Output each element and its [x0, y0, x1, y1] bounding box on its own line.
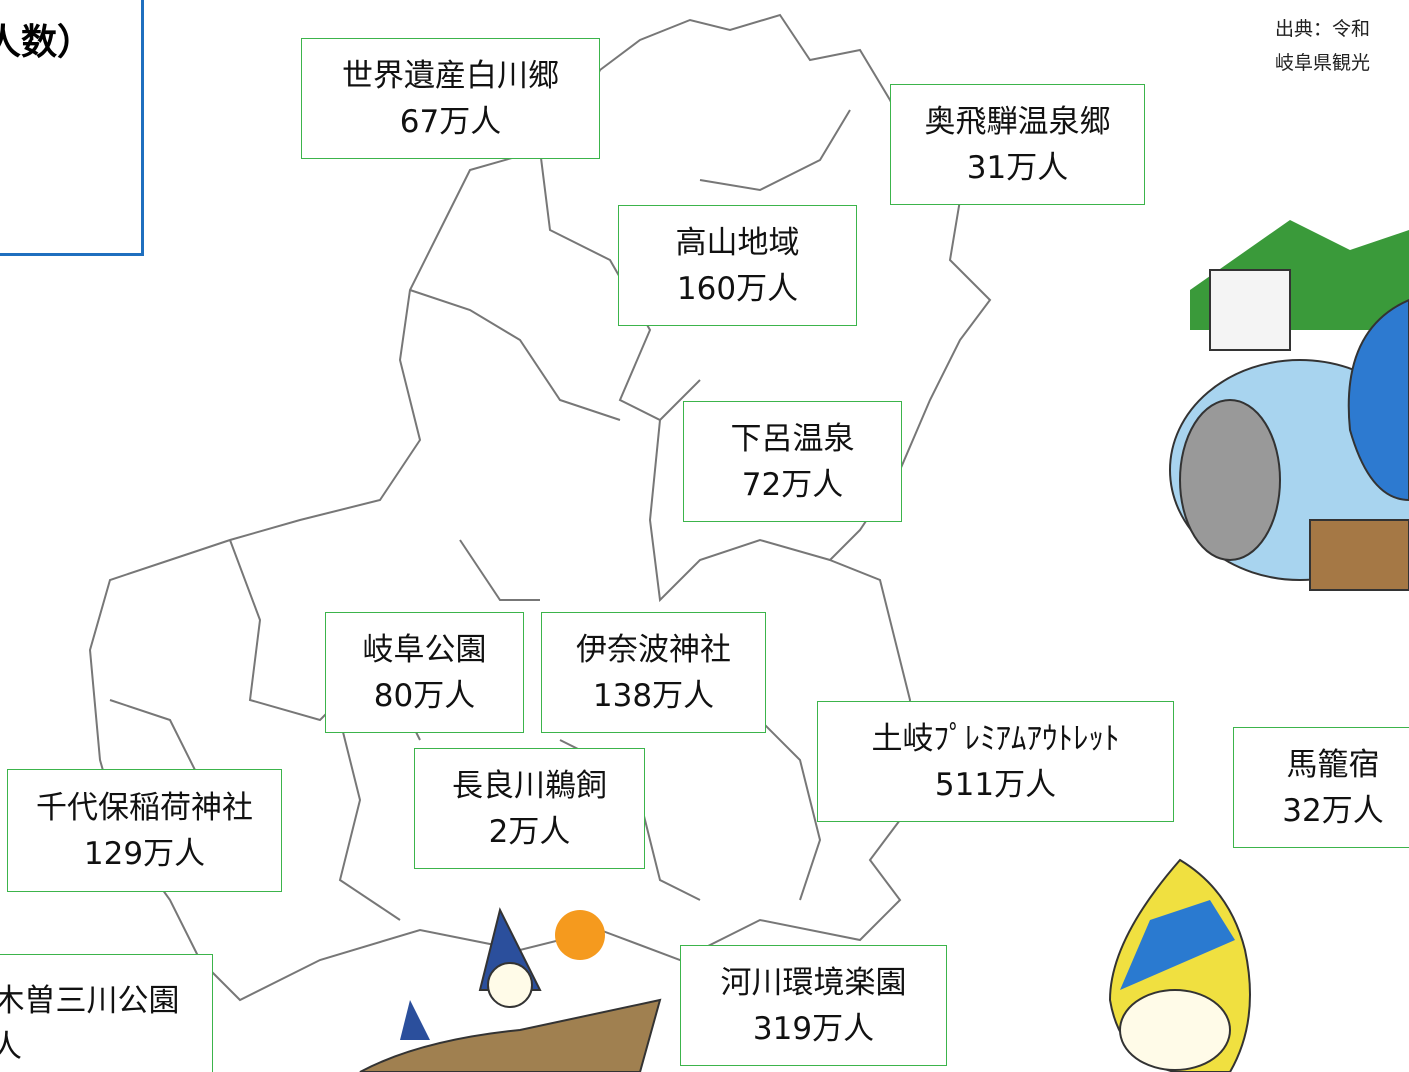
spot-name: 木曽三川公園 — [0, 983, 180, 1019]
spot-label: 河川環境楽園 319万人 — [680, 945, 947, 1066]
spot-label: 岐阜公園 80万人 — [325, 612, 524, 733]
spot-visitors: 129万人 — [83, 835, 206, 872]
spot-name: 奥飛騨温泉郷 — [924, 103, 1111, 140]
spot-label: 馬籠宿 32万人 — [1233, 727, 1409, 848]
spot-name: 高山地域 — [675, 224, 800, 261]
illustration-mascot — [1108, 858, 1251, 1072]
spot-visitors: 人 — [0, 1029, 22, 1065]
spot-name: 岐阜公園 — [362, 631, 487, 668]
spot-label: 千代保稲荷神社 129万人 — [7, 769, 282, 892]
spot-visitors: 2万人 — [488, 813, 571, 850]
spot-label: 下呂温泉 72万人 — [683, 401, 902, 522]
spot-label: 世界遺産白川郷 67万人 — [301, 38, 600, 159]
spot-name: 世界遺産白川郷 — [342, 57, 559, 94]
spot-label: 木曽三川公園人 — [0, 954, 213, 1072]
spot-name: 長良川鵜飼 — [452, 767, 607, 804]
spot-visitors: 160万人 — [676, 270, 799, 307]
spot-visitors: 67万人 — [399, 103, 502, 140]
spot-label: 奥飛騨温泉郷 31万人 — [890, 84, 1145, 205]
spot-name: 河川環境楽園 — [720, 964, 907, 1001]
illustration-onsen — [1169, 220, 1409, 591]
spot-name: 千代保稲荷神社 — [36, 789, 253, 826]
spot-label: 土岐ﾌﾟﾚﾐｱﾑｱｳﾄﾚｯﾄ 511万人 — [817, 701, 1174, 822]
spot-label: 高山地域 160万人 — [618, 205, 857, 326]
spot-visitors: 138万人 — [592, 677, 715, 714]
source-line: 岐阜県観光 — [1275, 52, 1371, 74]
spot-label: 長良川鵜飼 2万人 — [414, 748, 645, 869]
spot-visitors: 32万人 — [1282, 792, 1384, 829]
title: 人数） — [0, 22, 94, 63]
spot-name: 土岐ﾌﾟﾚﾐｱﾑｱｳﾄﾚｯﾄ — [871, 720, 1120, 757]
spot-visitors: 511万人 — [934, 766, 1057, 803]
title-box: 人数） — [0, 0, 144, 256]
spot-name: 下呂温泉 — [730, 420, 855, 457]
spot-label: 伊奈波神社 138万人 — [541, 612, 766, 733]
spot-name: 馬籠宿 — [1286, 746, 1380, 783]
spot-visitors: 319万人 — [752, 1010, 875, 1047]
spot-visitors: 72万人 — [741, 466, 844, 503]
spot-visitors: 31万人 — [966, 149, 1069, 186]
illustration-boat — [359, 907, 662, 1072]
source-line: 出典：令和 — [1275, 18, 1371, 40]
spot-visitors: 80万人 — [373, 677, 476, 714]
spot-name: 伊奈波神社 — [576, 631, 731, 668]
